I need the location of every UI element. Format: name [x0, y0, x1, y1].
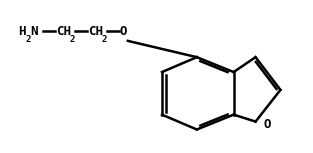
- Text: 2: 2: [70, 35, 75, 44]
- Text: 2: 2: [102, 35, 107, 44]
- Text: 2: 2: [26, 35, 31, 44]
- Text: H: H: [18, 24, 25, 37]
- Text: N: N: [30, 24, 38, 37]
- Text: O: O: [263, 118, 271, 131]
- Text: CH: CH: [56, 24, 71, 37]
- Text: O: O: [120, 24, 127, 37]
- Text: CH: CH: [88, 24, 103, 37]
